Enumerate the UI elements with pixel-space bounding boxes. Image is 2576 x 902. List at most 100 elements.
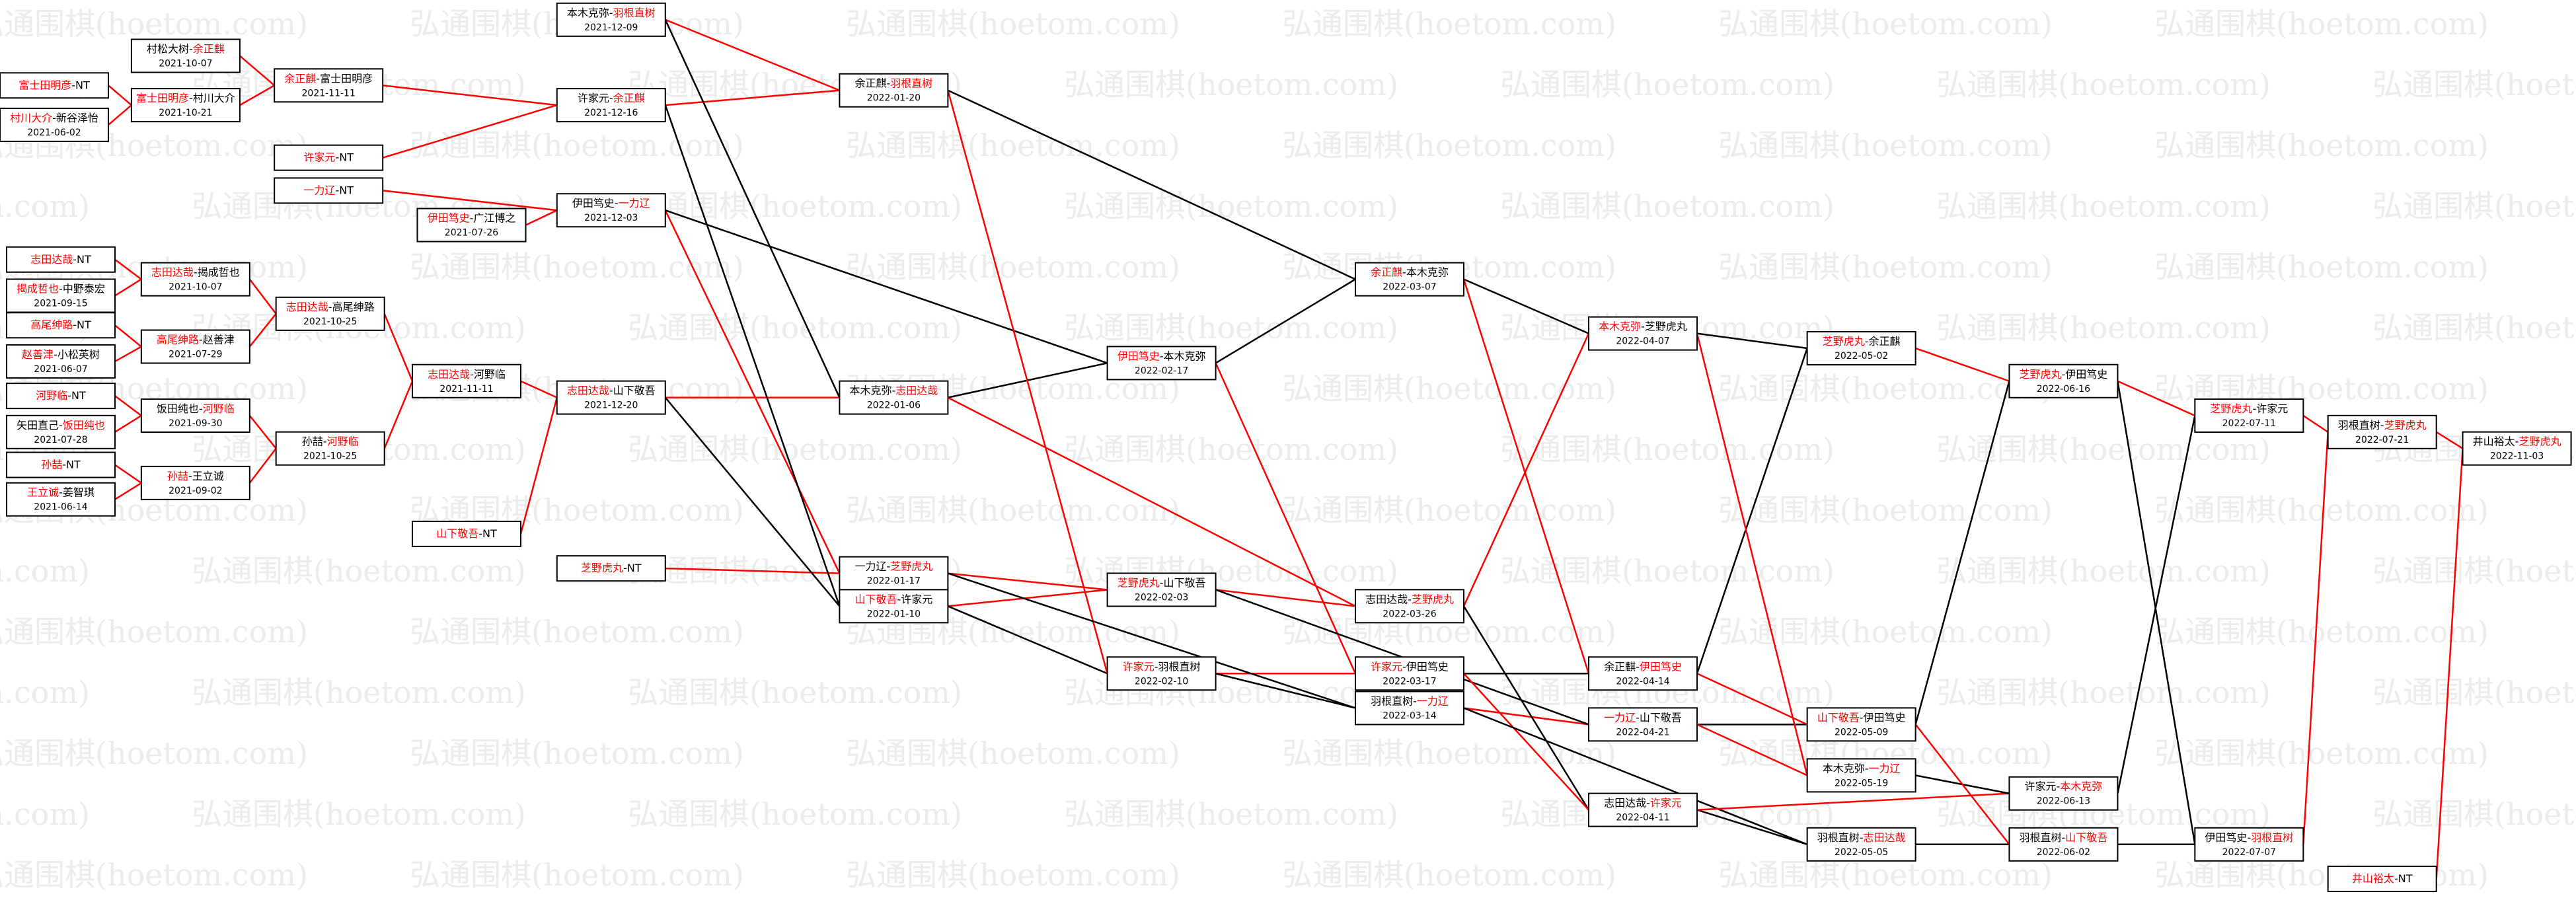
watermark: 弘通围棋(hoetom.com) (1064, 796, 1398, 832)
match-date: 2021-06-02 (27, 128, 81, 138)
match-players: 村川大介-新谷泽怡 (10, 111, 98, 124)
watermark: 弘通围棋(hoetom.com) (0, 796, 90, 832)
player-name: 余正麒 (1371, 266, 1402, 278)
bracket-edge (383, 190, 557, 211)
player-name: 本木克弥 (1823, 762, 1865, 774)
match-date: 2022-05-19 (1835, 778, 1888, 788)
player-name: 村松大树 (147, 42, 189, 55)
match-node: 许家元-余正麒 2021-12-16 (556, 88, 666, 123)
player-name: 志田达哉 (567, 384, 609, 396)
separator: - (1160, 576, 1164, 589)
separator: - (886, 560, 890, 572)
match-players: 芝野虎丸-伊田笃史 (2020, 367, 2108, 380)
player-name: 饭田纯也 (157, 402, 199, 414)
separator: - (470, 211, 474, 224)
player-name: 一力辽 (1417, 695, 1449, 707)
separator: - (335, 151, 339, 163)
player-name: NT (71, 389, 86, 402)
player-name: 余正麒 (854, 77, 886, 89)
watermark: 弘通围棋(hoetom.com) (410, 614, 744, 650)
match-players: 伊田笃史-羽根直树 (2205, 831, 2293, 843)
match-players: 赵善津-小松英树 (22, 348, 100, 360)
player-name: 羽根直树 (2338, 418, 2380, 431)
bracket-edge (1696, 333, 1808, 776)
match-date: 2022-05-02 (1835, 351, 1888, 361)
watermark: 弘通围棋(hoetom.com) (2154, 492, 2489, 528)
match-players: 羽根直树-芝野虎丸 (2338, 418, 2427, 431)
match-node: 志田达哉-山下敬吾 2021-12-20 (556, 380, 666, 415)
match-box (0, 72, 110, 99)
bracket-edge (108, 85, 132, 106)
watermark: 弘通围棋(hoetom.com) (2154, 6, 2489, 42)
player-name: 本木克弥 (849, 384, 891, 396)
watermark: 弘通围棋(hoetom.com) (0, 614, 308, 650)
match-node: 许家元-伊田笃史 2022-03-17 (1354, 656, 1464, 691)
player-name: 许家元 (1371, 660, 1402, 673)
match-node: 芝野虎丸-山下敬吾 2022-02-03 (1106, 572, 1217, 607)
separator: - (2062, 367, 2066, 380)
bracket-edge (664, 396, 841, 607)
match-players: 本木克弥-芝野虎丸 (1599, 320, 1687, 332)
player-name: 余正麒 (193, 42, 225, 55)
player-name: 矢田直己 (17, 418, 59, 431)
player-name: 志田达哉 (1365, 593, 1408, 605)
player-name: 新谷泽怡 (56, 111, 98, 124)
watermark: 弘通围棋(hoetom.com) (1064, 432, 1398, 467)
player-name: 井山裕太 (2473, 435, 2515, 447)
separator: - (189, 92, 193, 104)
watermark: 弘通围棋(hoetom.com) (628, 188, 962, 224)
player-name: 伊田笃史 (428, 211, 470, 224)
player-name: 伊田笃史 (1406, 660, 1449, 673)
match-box (556, 2, 666, 37)
match-players: 山下敬吾-许家元 (854, 593, 932, 605)
watermark: 弘通围棋(hoetom.com) (846, 128, 1180, 163)
player-name: NT (75, 79, 90, 91)
watermark: 弘通围棋(hoetom.com) (410, 735, 744, 771)
watermark-layer: 弘通围棋(hoetom.com) 弘通围棋(hoetom.com) 弘通围棋(hoe… (0, 6, 2576, 893)
match-date: 2022-06-13 (2037, 796, 2090, 807)
player-name: 许家元 (578, 92, 609, 104)
player-name: 富士田明彦 (19, 79, 71, 91)
match-box (5, 344, 116, 379)
player-name: 志田达哉 (1604, 796, 1646, 809)
bracket-edge (1463, 707, 1808, 845)
match-box (2194, 398, 2304, 433)
match-date: 2022-03-26 (1383, 609, 1436, 619)
bracket-edge (1462, 605, 1590, 811)
watermark: 弘通围棋(hoetom.com) (2372, 553, 2576, 589)
match-box (1354, 691, 1464, 726)
match-date: 2022-04-07 (1616, 336, 1669, 347)
match-date: 2022-02-10 (1135, 676, 1188, 687)
separator: - (188, 469, 192, 482)
match-box (5, 383, 116, 410)
player-name: 伊田笃史 (1864, 711, 1906, 724)
match-node: 饭田纯也-河野临 2021-09-30 (140, 398, 250, 433)
bracket-edge (114, 482, 142, 500)
separator: - (335, 184, 339, 196)
player-name: 志田达哉 (895, 384, 938, 396)
player-name: 羽根直树 (1371, 695, 1413, 707)
match-players: 井山裕太-NT (2352, 872, 2413, 885)
match-players: 志田达哉-芝野虎丸 (1365, 593, 1454, 605)
separator: - (2394, 872, 2398, 885)
bracket-edge (114, 278, 142, 297)
match-node: 本木克弥-志田达哉 2022-01-06 (839, 380, 949, 415)
watermark: 弘通围棋(hoetom.com) (1936, 553, 2271, 589)
match-date: 2022-03-14 (1383, 710, 1436, 721)
player-name: 山下敬吾 (613, 384, 656, 396)
player-name: 芝野虎丸 (2384, 418, 2427, 431)
match-box (839, 73, 949, 108)
match-box (140, 465, 250, 500)
match-players: 高尾绅路-NT (30, 319, 91, 331)
match-node: 志田达哉-NT (5, 246, 116, 273)
player-name: 余正麒 (1869, 335, 1901, 348)
match-players: 王立诚-姜智琪 (27, 486, 95, 498)
match-node: 高尾绅路-NT (5, 312, 116, 339)
bracket-edge (1215, 673, 1356, 709)
player-name: NT (339, 151, 354, 163)
match-box (1354, 589, 1464, 624)
player-name: 本木克弥 (1406, 266, 1449, 278)
player-name: 揭成哲也 (198, 266, 240, 278)
